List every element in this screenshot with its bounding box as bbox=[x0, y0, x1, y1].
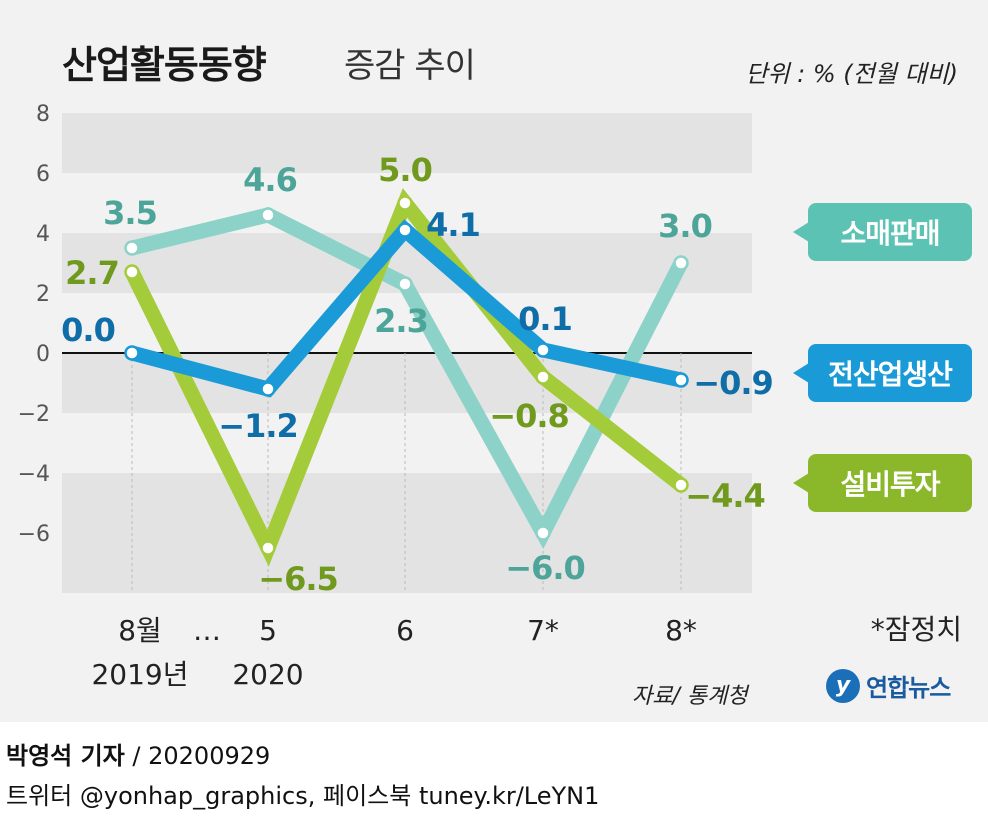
data-point-capex bbox=[397, 195, 413, 211]
pointer-arrow-icon bbox=[793, 363, 809, 383]
data-point-industry bbox=[397, 222, 413, 238]
x-tick-label: 8* bbox=[665, 614, 697, 647]
legend-industry-tag: 전산업생산 bbox=[793, 344, 972, 402]
data-point-industry bbox=[535, 342, 551, 358]
y-tick-label: −6 bbox=[18, 522, 50, 547]
pointer-arrow-icon bbox=[793, 222, 809, 242]
data-label-retail: 4.6 bbox=[243, 161, 297, 199]
data-label-industry: 4.1 bbox=[426, 206, 480, 244]
data-label-retail: 2.3 bbox=[374, 302, 428, 340]
data-label-industry: 0.1 bbox=[518, 300, 572, 338]
y-tick-label: 2 bbox=[36, 282, 50, 307]
data-point-retail bbox=[260, 207, 276, 223]
x-year-label: 2019년 bbox=[91, 658, 188, 691]
legend-capex-tag: 설비투자 bbox=[793, 454, 972, 512]
yonhap-logo: y 연합뉴스 bbox=[826, 668, 951, 703]
x-tick-label: 8월 bbox=[118, 614, 162, 647]
y-tick-label: 8 bbox=[36, 102, 50, 127]
legend-capex-label: 설비투자 bbox=[840, 468, 940, 501]
data-label-retail: −6.0 bbox=[505, 549, 585, 587]
x-tick-label: 6 bbox=[396, 614, 414, 647]
reporter-name: 박영석 기자 bbox=[6, 742, 125, 770]
legend-industry-label: 전산업생산 bbox=[828, 358, 953, 391]
data-point-retail bbox=[535, 525, 551, 541]
unit-label: 단위 : % (전월 대비) bbox=[745, 60, 958, 88]
data-label-retail: 3.5 bbox=[103, 194, 157, 232]
data-point-capex bbox=[673, 477, 689, 493]
data-label-capex: −0.8 bbox=[489, 397, 569, 435]
legend-retail-label: 소매판매 bbox=[840, 217, 940, 250]
x-tick-label: … bbox=[193, 614, 221, 647]
chart-subtitle: 증감 추이 bbox=[344, 46, 476, 86]
y-tick-label: −2 bbox=[18, 402, 50, 427]
data-point-capex bbox=[535, 369, 551, 385]
data-point-capex bbox=[124, 264, 140, 280]
preliminary-note: *잠정치 bbox=[870, 613, 962, 646]
grid-band-0 bbox=[62, 113, 752, 173]
y-tick-label: 4 bbox=[36, 222, 50, 247]
yonhap-logo-text: 연합뉴스 bbox=[866, 674, 951, 702]
data-label-industry: −1.2 bbox=[218, 407, 298, 445]
line-chart: 8 6 4 2 0 −2 −4 −6 3.5 4.6 2.3 −6.0 3.0 2.7 −6.5 5.0 −0… bbox=[18, 102, 774, 691]
source-label: 자료/ 통계청 bbox=[632, 684, 748, 709]
data-label-industry: −0.9 bbox=[693, 364, 773, 402]
data-point-retail bbox=[124, 240, 140, 256]
data-point-capex bbox=[260, 540, 276, 556]
data-point-retail bbox=[673, 255, 689, 271]
data-point-industry bbox=[673, 372, 689, 388]
data-label-retail: 3.0 bbox=[658, 207, 712, 245]
pointer-arrow-icon bbox=[793, 473, 809, 493]
data-label-industry: 0.0 bbox=[61, 311, 115, 349]
x-tick-label: 5 bbox=[259, 614, 277, 647]
data-label-capex: −4.4 bbox=[685, 477, 765, 515]
reporter-date: / 20200929 bbox=[132, 742, 271, 770]
data-point-retail bbox=[397, 276, 413, 292]
yonhap-logo-icon: y bbox=[826, 668, 860, 703]
social-links: 트위터 @yonhap_graphics, 페이스북 tuney.kr/LeYN… bbox=[6, 782, 600, 810]
grid-band-3 bbox=[62, 473, 752, 533]
grid-band-bottom bbox=[62, 533, 752, 593]
chart-title: 산업활동동향 bbox=[62, 43, 267, 87]
legend-retail-tag: 소매판매 bbox=[793, 203, 972, 261]
y-tick-label: −4 bbox=[18, 462, 50, 487]
data-label-capex: −6.5 bbox=[258, 560, 338, 598]
y-tick-label: 0 bbox=[36, 342, 50, 367]
data-point-industry bbox=[124, 345, 140, 361]
y-tick-label: 6 bbox=[36, 162, 50, 187]
data-label-capex: 5.0 bbox=[378, 151, 432, 189]
x-tick-label: 7* bbox=[527, 614, 559, 647]
data-label-capex: 2.7 bbox=[65, 254, 119, 292]
reporter-line: 박영석 기자 / 20200929 bbox=[6, 736, 270, 771]
data-point-industry bbox=[260, 381, 276, 397]
x-year-label: 2020 bbox=[232, 658, 303, 691]
